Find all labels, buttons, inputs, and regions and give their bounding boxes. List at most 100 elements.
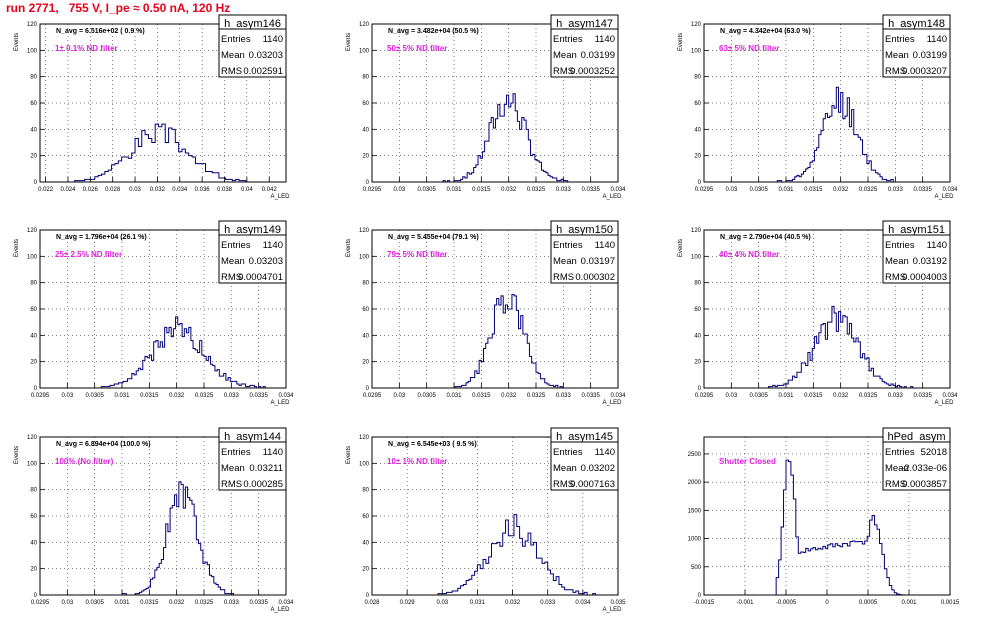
x-tick-label: 0.031: [114, 600, 130, 606]
x-tick-label: 0.0315: [804, 393, 823, 399]
stats-mean-label: Mean: [885, 463, 909, 474]
histogram-name: h_asym149: [224, 224, 281, 236]
stats-rms-label: RMS: [553, 272, 574, 283]
filter-note: 1± 0.1% ND filter: [55, 44, 118, 53]
x-tick-label: 0.034: [172, 187, 188, 193]
x-tick-label: 0.022: [38, 187, 54, 193]
x-tick-label: 0.001: [901, 600, 917, 606]
x-tick-label: 0: [825, 600, 829, 606]
y-tick-label: 100: [691, 254, 702, 260]
stats-entries-label: Entries: [553, 34, 583, 45]
y-tick-label: 2000: [688, 480, 702, 486]
x-tick-label: 0.0295: [363, 393, 382, 399]
y-tick-label: 80: [362, 281, 369, 287]
stats-mean-label: Mean: [221, 463, 245, 474]
y-tick-label: 0: [34, 386, 38, 392]
stats-mean-value: 0.03203: [249, 256, 283, 267]
histogram-bins: [775, 86, 902, 183]
x-tick-label: 0.0005: [859, 600, 878, 606]
x-tick-label: 0.031: [114, 393, 130, 399]
histogram-bins: [448, 294, 565, 389]
panel-h_asym151: 0.0295 0.03 0.0305 0.031 0.0315 0.032 0.0325 0.…: [678, 220, 958, 406]
x-axis-title: A_LED: [270, 607, 290, 613]
x-tick-label: 0.0325: [195, 600, 214, 606]
stats-entries-label: Entries: [885, 240, 915, 251]
histogram-name: h_asym146: [224, 18, 281, 30]
y-tick-label: 20: [30, 567, 37, 573]
y-tick-label: 40: [362, 127, 369, 133]
x-tick-label: 0.0315: [140, 600, 159, 606]
stats-rms-value: 0.0004003: [902, 272, 947, 283]
x-tick-label: 0.034: [278, 600, 294, 606]
x-tick-label: 0.0315: [804, 187, 823, 193]
y-tick-label: 2500: [688, 452, 702, 458]
stats-entries-label: Entries: [553, 447, 583, 458]
y-tick-label: 0: [698, 593, 702, 599]
histogram-name: h_asym144: [224, 431, 281, 443]
stats-rms-value: 0.0003857: [902, 479, 947, 490]
histogram-bins: [435, 514, 602, 596]
panel-h_asym148: 0.0295 0.03 0.0305 0.031 0.0315 0.032 0.0325 0.…: [678, 14, 958, 200]
stats-entries-value: 1140: [595, 240, 615, 251]
y-tick-label: 60: [694, 307, 701, 313]
x-tick-label: -0.001: [736, 600, 754, 606]
filter-note: 79± 5% ND filter: [387, 250, 447, 259]
page-title: run 2771, 755 V, I_pe ≈ 0.50 nA, 120 Hz: [6, 1, 231, 15]
stats-mean-label: Mean: [553, 50, 577, 61]
y-tick-label: 0: [34, 180, 38, 186]
y-tick-label: 60: [362, 307, 369, 313]
x-tick-label: 0.032: [833, 393, 849, 399]
y-tick-label: 80: [694, 281, 701, 287]
stats-rms-value: 0.000285: [243, 479, 283, 490]
y-tick-label: 500: [691, 565, 702, 571]
y-tick-label: 60: [30, 307, 37, 313]
y-tick-label: 100: [691, 48, 702, 54]
y-tick-label: 0: [366, 180, 370, 186]
x-tick-label: 0.032: [505, 600, 521, 606]
x-tick-label: 0.0305: [85, 600, 104, 606]
stats-entries-label: Entries: [885, 447, 915, 458]
x-tick-label: 0.038: [217, 187, 233, 193]
x-axis-title: A_LED: [270, 400, 290, 406]
x-tick-label: 0.028: [105, 187, 121, 193]
stats-rms-label: RMS: [885, 66, 906, 77]
navg-label: N_avg = 6.545e+03 ( 9.5 %): [388, 441, 477, 448]
y-axis-title: Events: [14, 33, 20, 51]
y-tick-label: 120: [27, 228, 38, 234]
stats-rms-label: RMS: [221, 272, 242, 283]
x-tick-label: 0.028: [364, 600, 380, 606]
y-tick-label: 60: [362, 101, 369, 107]
stats-rms-label: RMS: [221, 66, 242, 77]
x-axis-title: A_LED: [602, 194, 622, 200]
x-tick-label: 0.0305: [749, 393, 768, 399]
x-tick-label: 0.032: [150, 187, 166, 193]
stats-entries-value: 1140: [927, 34, 947, 45]
x-tick-label: 0.032: [501, 393, 517, 399]
x-tick-label: 0.033: [556, 187, 572, 193]
histogram-name: h_asym150: [556, 224, 613, 236]
navg-label: N_avg = 5.455e+04 (79.1 %): [388, 234, 479, 241]
y-tick-label: 60: [362, 514, 369, 520]
x-axis-title: A_LED: [602, 400, 622, 406]
stats-mean-label: Mean: [221, 256, 245, 267]
y-tick-label: 0: [366, 386, 370, 392]
x-tick-label: 0.03: [129, 187, 141, 193]
histogram-name: h_asym151: [888, 224, 945, 236]
stats-box: [218, 427, 287, 491]
x-tick-label: 0.0315: [472, 187, 491, 193]
stats-mean-value: 0.03197: [581, 256, 615, 267]
x-tick-label: 0.031: [446, 393, 462, 399]
stats-entries-label: Entries: [885, 34, 915, 45]
y-tick-label: 100: [359, 254, 370, 260]
stats-entries-value: 52018: [921, 447, 947, 458]
y-tick-label: 120: [359, 435, 370, 441]
x-tick-label: 0.031: [470, 600, 486, 606]
stats-mean-value: 0.03202: [581, 463, 615, 474]
y-tick-label: 0: [698, 180, 702, 186]
x-tick-label: 0.03: [61, 600, 73, 606]
y-tick-label: 0: [366, 593, 370, 599]
histogram-bins: [764, 305, 914, 389]
histogram-bins: [67, 123, 253, 183]
y-tick-label: 1500: [688, 508, 702, 514]
y-tick-label: 100: [359, 48, 370, 54]
